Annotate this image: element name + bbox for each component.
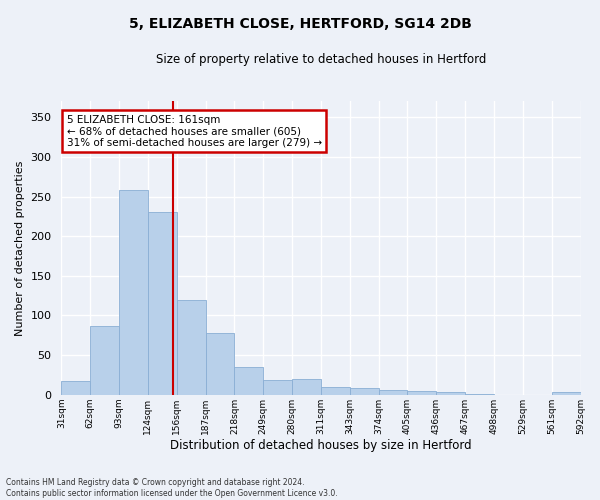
Bar — [119, 190, 148, 395]
Bar — [90, 326, 119, 395]
Bar — [551, 392, 581, 395]
Bar — [206, 333, 235, 395]
Text: Contains HM Land Registry data © Crown copyright and database right 2024.
Contai: Contains HM Land Registry data © Crown c… — [6, 478, 338, 498]
Bar — [235, 367, 263, 395]
Text: 5, ELIZABETH CLOSE, HERTFORD, SG14 2DB: 5, ELIZABETH CLOSE, HERTFORD, SG14 2DB — [128, 18, 472, 32]
Bar — [407, 391, 436, 395]
Bar — [263, 380, 292, 395]
Bar — [177, 300, 206, 395]
Y-axis label: Number of detached properties: Number of detached properties — [15, 160, 25, 336]
Bar — [61, 380, 90, 395]
Bar — [292, 379, 321, 395]
Bar — [379, 390, 407, 395]
Text: 5 ELIZABETH CLOSE: 161sqm
← 68% of detached houses are smaller (605)
31% of semi: 5 ELIZABETH CLOSE: 161sqm ← 68% of detac… — [67, 114, 322, 148]
Bar — [465, 394, 494, 395]
Title: Size of property relative to detached houses in Hertford: Size of property relative to detached ho… — [156, 52, 486, 66]
Bar — [436, 392, 465, 395]
Bar — [321, 387, 350, 395]
Bar — [148, 212, 177, 395]
Bar — [350, 388, 379, 395]
X-axis label: Distribution of detached houses by size in Hertford: Distribution of detached houses by size … — [170, 440, 472, 452]
